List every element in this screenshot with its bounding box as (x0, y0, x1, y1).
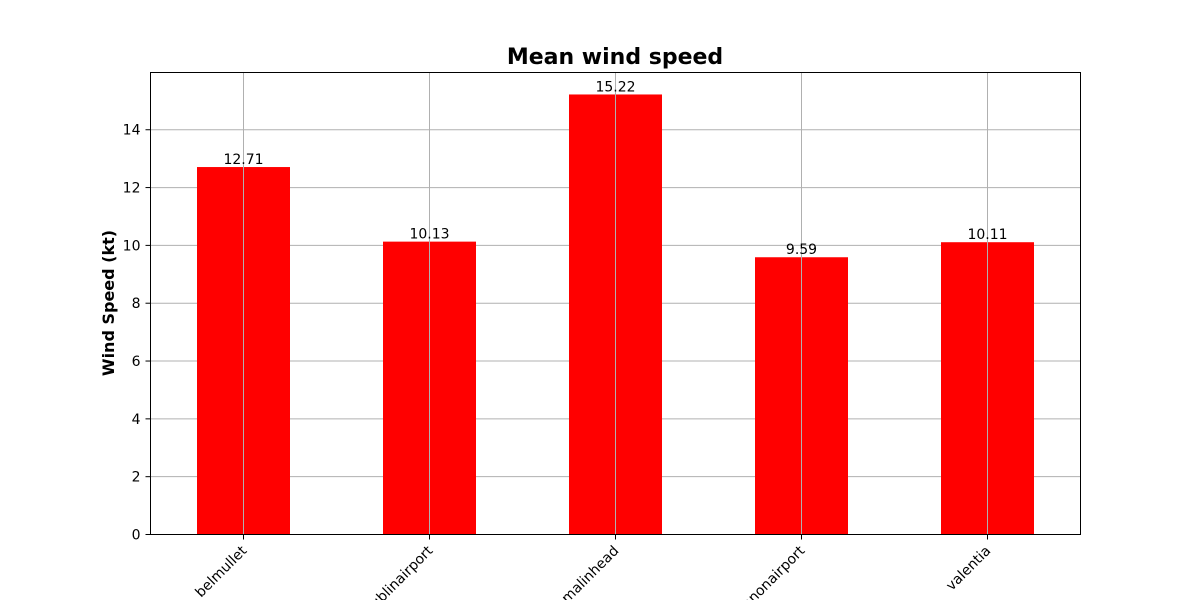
data-label: 15.22 (595, 79, 635, 95)
x-tick-label: belmullet (192, 543, 250, 600)
data-label: 12.71 (223, 152, 263, 168)
y-tick-label: 2 (132, 470, 141, 486)
chart-title: Mean wind speed (507, 45, 723, 70)
x-tick-label: valentia (943, 543, 994, 594)
data-label: 9.59 (786, 242, 817, 258)
y-tick-label: 14 (123, 123, 141, 139)
y-axis-label: Wind Speed (kt) (99, 230, 118, 376)
y-tick-label: 0 (132, 528, 141, 544)
y-tick-label: 12 (123, 181, 141, 197)
plot-area-frame (150, 72, 1081, 535)
x-tick-label: shannonairport (721, 543, 808, 600)
x-axis-ticks: belmullet dublinairport malinhead shannonai… (192, 534, 994, 600)
y-tick-label: 4 (132, 412, 141, 428)
y-tick-label: 10 (123, 238, 141, 254)
vertical-grid-lines (243, 72, 988, 535)
y-tick-label: 6 (132, 354, 141, 370)
y-tick-label: 8 (132, 296, 141, 312)
data-label: 10.13 (409, 227, 449, 243)
x-tick-label: dublinairport (361, 543, 436, 600)
data-labels: 12.71 10.13 15.22 9.59 10.11 (223, 79, 1007, 258)
y-axis-ticks: 0 2 4 6 8 10 12 14 (123, 123, 151, 544)
x-tick-label: malinhead (559, 543, 623, 600)
data-label: 10.11 (967, 227, 1007, 243)
